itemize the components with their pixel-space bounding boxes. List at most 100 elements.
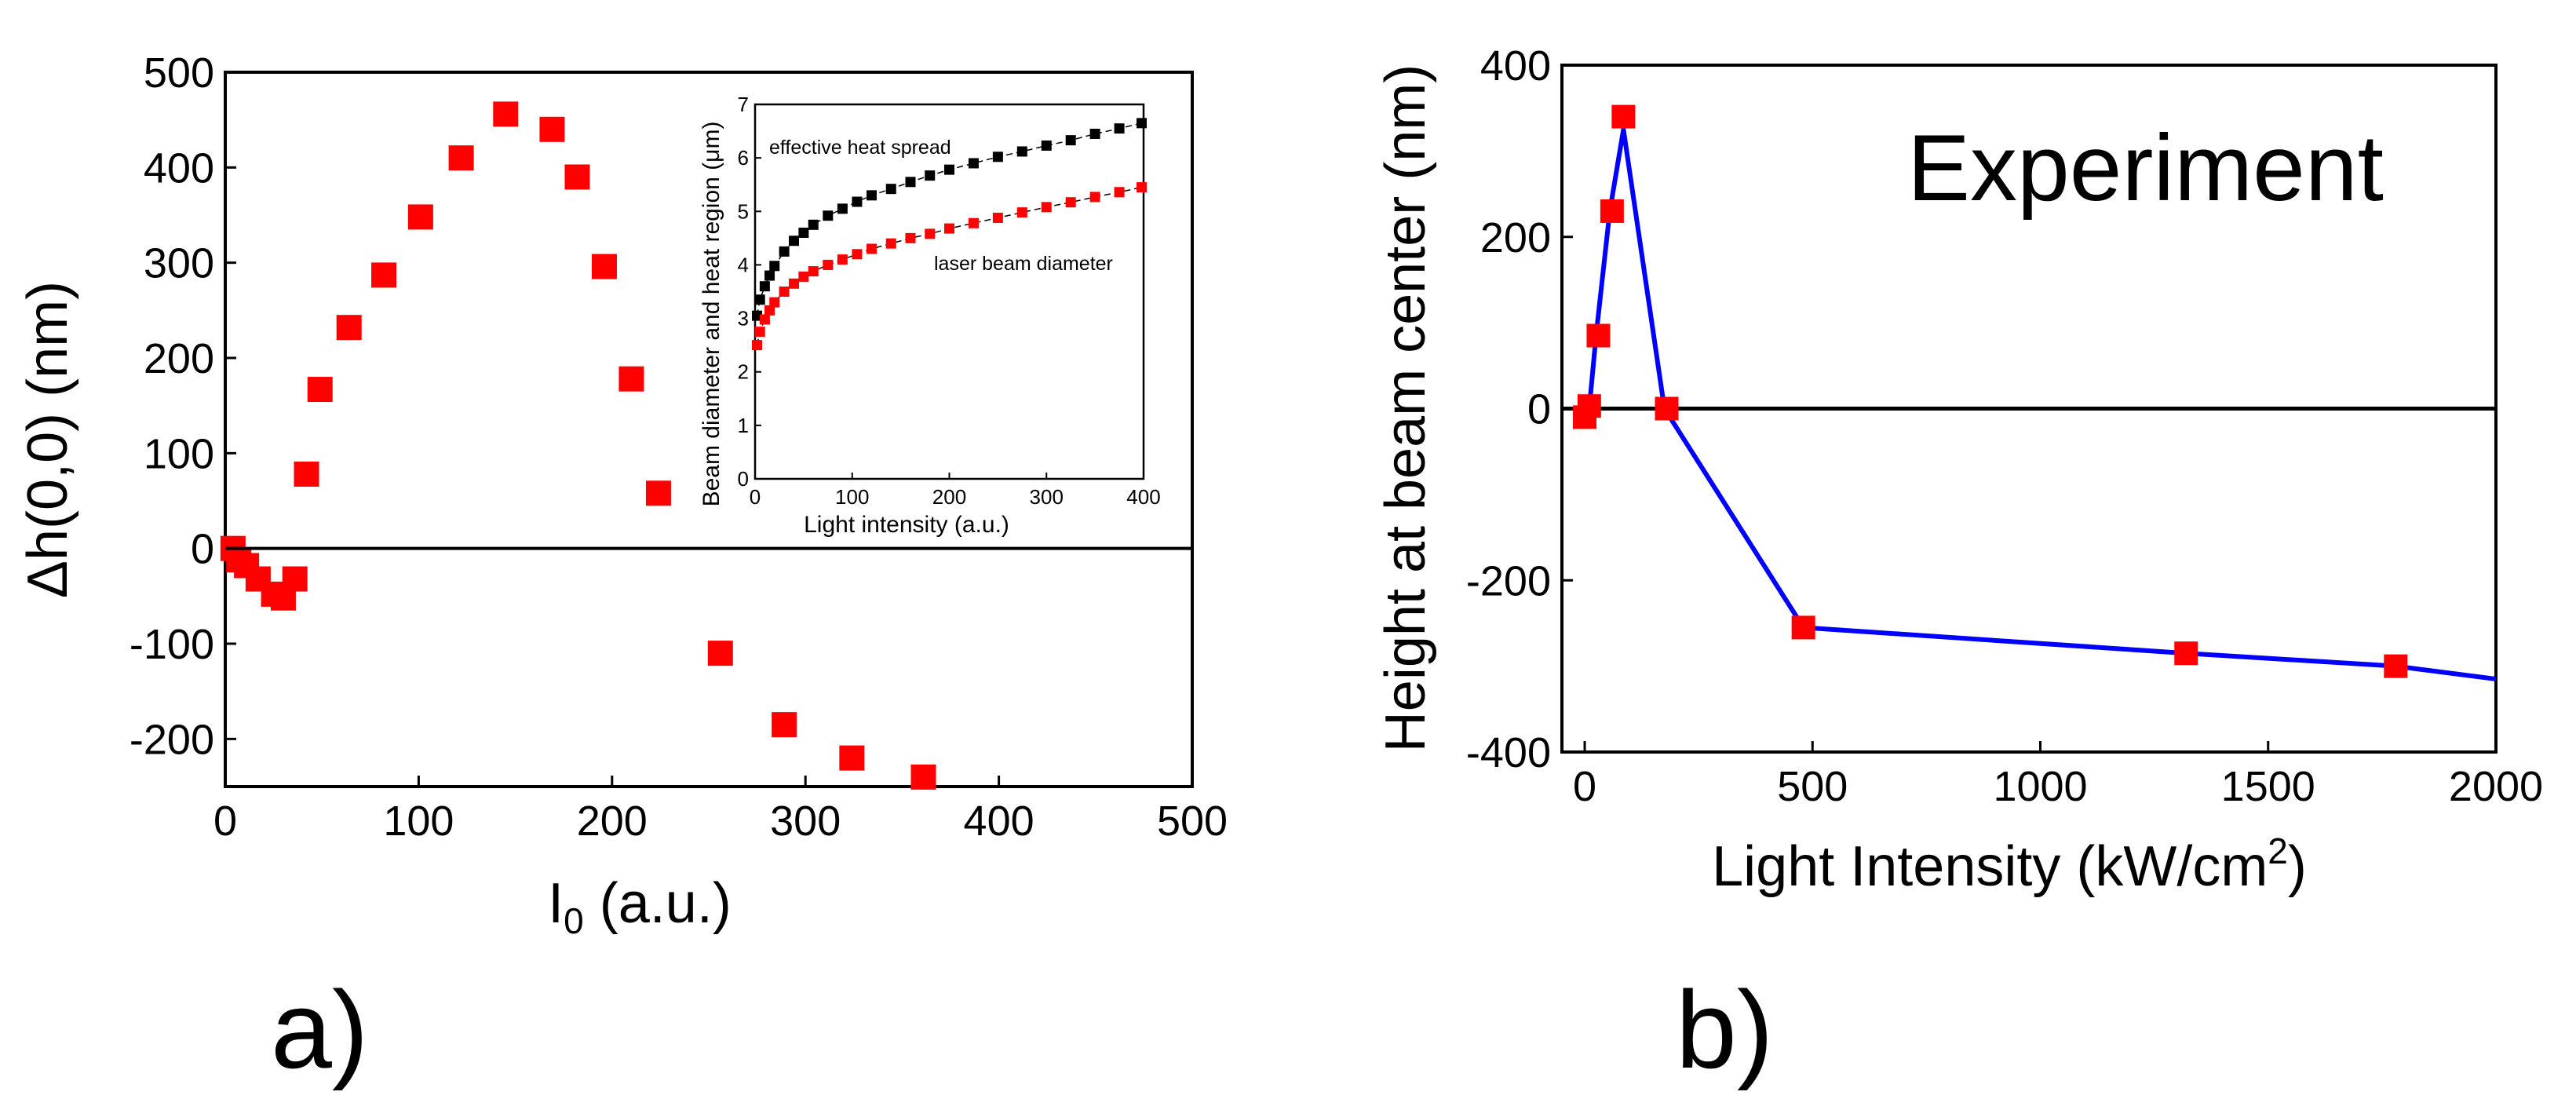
panel-a-data-point xyxy=(707,641,733,666)
inset-plot-frame xyxy=(753,103,1145,480)
inset-data-point xyxy=(769,261,780,272)
panel-a-x-axis-title-suffix: (a.u.) xyxy=(584,872,732,935)
inset-x-tick-label: 200 xyxy=(932,485,966,509)
inset-data-point xyxy=(754,327,765,338)
inset-y-tick-label: 7 xyxy=(738,93,749,116)
inset-data-point xyxy=(1065,135,1076,146)
inset-data-point xyxy=(992,212,1003,223)
inset-data-point xyxy=(808,219,819,230)
inset-data-point xyxy=(764,270,775,281)
panel-b-x-axis-title-superscript: 2 xyxy=(2268,831,2288,871)
panel-a-data-point xyxy=(564,164,590,190)
panel-b-x-axis-title-suffix: ) xyxy=(2288,835,2307,898)
panel-a-inset: 0 1 2 3 4 5 6 7 0 100 200 300 400 effective heat sp… xyxy=(699,93,1161,538)
panel-a-y-tick-label: 200 xyxy=(144,335,214,382)
inset-data-point xyxy=(759,314,770,325)
inset-data-point xyxy=(808,266,819,277)
panel-a-data-point xyxy=(839,745,865,771)
panel-a-y-tick-label: 100 xyxy=(144,430,214,477)
panel-a-x-tick-label: 200 xyxy=(577,798,648,845)
panel-a-y-tick-label: 500 xyxy=(144,49,214,97)
panel-a-data-point xyxy=(307,377,333,403)
inset-data-point xyxy=(885,238,896,249)
panel-a-x-axis-title: I0 (a.u.) xyxy=(548,872,732,941)
inset-data-point xyxy=(925,170,936,181)
inset-data-point xyxy=(1041,140,1052,151)
inset-annotation-beam-diameter: laser beam diameter xyxy=(934,253,1113,275)
panel-a-data-point xyxy=(336,315,362,341)
inset-x-axis-title: Light intensity (a.u.) xyxy=(804,512,1009,538)
panel-b-y-tick-label: -400 xyxy=(1466,729,1551,776)
panel-b-y-tick-label: 200 xyxy=(1480,214,1551,261)
panel-a-data-point xyxy=(448,145,474,171)
inset-data-point xyxy=(1114,123,1125,134)
panel-b-data-points xyxy=(1573,104,2408,678)
panel-b-fit-line xyxy=(1582,127,2497,681)
panel-a-x-tick-label: 100 xyxy=(383,798,454,845)
inset-data-point xyxy=(751,310,762,321)
inset-data-point xyxy=(1016,146,1027,157)
panel-b-data-point xyxy=(1655,396,1679,421)
inset-y-axis-title: Beam diameter and heat region (μm) xyxy=(699,122,724,507)
inset-data-point xyxy=(992,152,1003,162)
panel-b-data-point xyxy=(2174,641,2198,666)
panel-a-data-point xyxy=(645,480,671,506)
panel-b-data-point xyxy=(1577,394,1601,418)
inset-y-tick-label: 0 xyxy=(738,467,749,491)
panel-a-data-point xyxy=(910,764,936,790)
inset-data-point xyxy=(1065,197,1076,208)
panel-a-x-tick-label: 400 xyxy=(964,798,1034,845)
inset-y-tick-label: 5 xyxy=(738,199,749,223)
panel-a-x-tick-label: 300 xyxy=(770,798,841,845)
inset-y-tick-label: 6 xyxy=(738,146,749,170)
panel-a-x-axis-title-main: I xyxy=(548,872,564,935)
inset-data-point xyxy=(1016,207,1027,218)
inset-x-tick-label: 0 xyxy=(750,485,761,509)
panel-a-data-point xyxy=(591,254,617,279)
inset-data-point xyxy=(885,184,896,195)
inset-y-tick-label: 2 xyxy=(738,360,749,384)
panel-b-data-point xyxy=(1791,615,1815,640)
panel-a-data-point xyxy=(294,462,319,487)
inset-data-point xyxy=(764,305,775,316)
inset-data-point xyxy=(867,190,877,201)
panel-a-y-tick-label: -200 xyxy=(130,716,214,763)
inset-data-point xyxy=(968,158,979,169)
panel-a-y-axis-title: Δh(0,0) (nm) xyxy=(16,281,79,598)
panel-b-x-tick-label: 500 xyxy=(1777,763,1848,810)
panel-a-x-axis-title-subscript: 0 xyxy=(564,900,584,941)
inset-data-point xyxy=(789,278,799,289)
panel-a-data-point xyxy=(371,262,397,288)
inset-data-point xyxy=(1137,118,1148,129)
panel-a-data-points xyxy=(220,101,936,790)
panel-a-y-tick-label: -100 xyxy=(130,621,214,668)
inset-data-point xyxy=(1137,182,1148,193)
inset-y-tick-label: 4 xyxy=(738,253,749,276)
panel-b-y-tick-label: 0 xyxy=(1527,386,1551,433)
inset-y-tick-label: 3 xyxy=(738,307,749,330)
panel-a-data-point xyxy=(618,366,644,392)
inset-data-point xyxy=(925,228,936,239)
panel-b-data-point xyxy=(1586,323,1611,348)
inset-x-tick-label: 100 xyxy=(835,485,869,509)
inset-data-point xyxy=(968,217,979,228)
panel-a-data-point xyxy=(772,712,797,738)
inset-data-point xyxy=(779,287,790,297)
panel-b-x-tick-label: 2000 xyxy=(2449,763,2543,810)
inset-data-point xyxy=(751,340,762,351)
panel-a-x-tick-label: 500 xyxy=(1157,798,1228,845)
inset-y-tick-label: 1 xyxy=(738,414,749,437)
panel-b-data-point xyxy=(1600,199,1624,223)
panel-b-x-tick-label: 1500 xyxy=(2221,763,2315,810)
inset-data-points xyxy=(751,118,1148,351)
inset-data-point xyxy=(837,254,848,265)
inset-data-point xyxy=(867,243,877,254)
inset-data-point xyxy=(905,177,916,188)
panel-b-label: b) xyxy=(1676,968,1773,1091)
panel-b-lines xyxy=(1562,127,2497,681)
panel-b-x-axis-title: Light Intensity (kW/cm2) xyxy=(1712,831,2307,898)
inset-data-point xyxy=(798,271,809,282)
inset-x-ticks: 0 100 200 300 400 xyxy=(750,473,1161,509)
inset-y-ticks: 0 1 2 3 4 5 6 7 xyxy=(738,93,761,491)
